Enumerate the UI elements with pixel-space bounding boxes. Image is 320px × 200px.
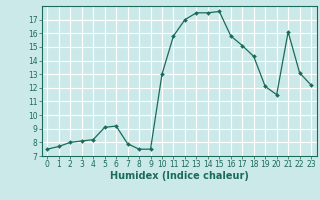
X-axis label: Humidex (Indice chaleur): Humidex (Indice chaleur)	[110, 171, 249, 181]
